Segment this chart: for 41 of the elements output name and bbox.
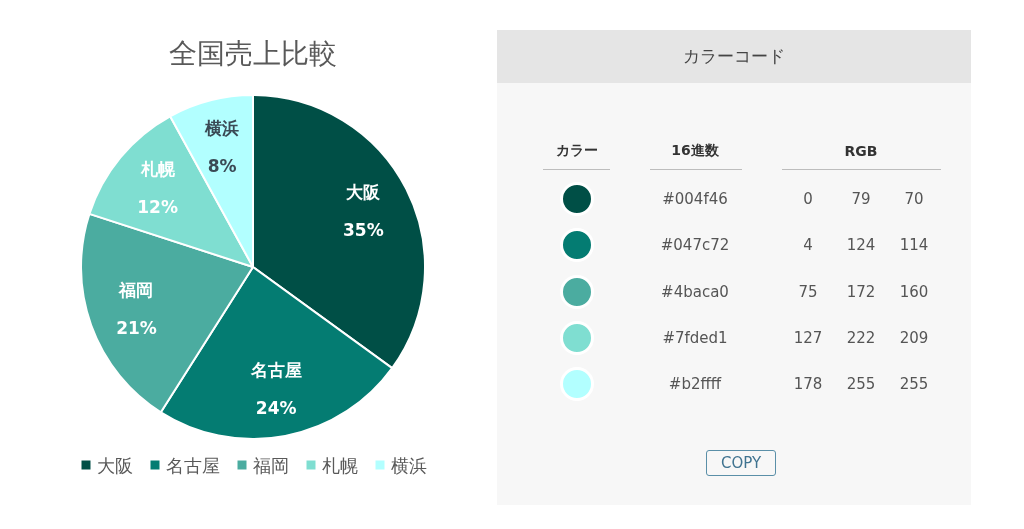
slice-label: 横浜 xyxy=(204,118,240,139)
slice-label: 福岡 xyxy=(118,279,154,300)
text: 16進数 xyxy=(671,142,719,160)
text: 127 xyxy=(793,328,823,347)
legend-label: 大阪 xyxy=(96,454,133,476)
text: 75 xyxy=(798,282,818,301)
category-label: #7fded1 xyxy=(662,328,728,347)
text: 0 xyxy=(803,190,813,208)
text: カラーコード xyxy=(497,30,971,83)
slice-label: 札幌 xyxy=(139,159,176,180)
text: 255 xyxy=(899,375,929,394)
data-label: 24% xyxy=(255,397,297,418)
chart-title: 全国売上比較 xyxy=(169,36,337,70)
category-label: #b2ffff xyxy=(668,375,722,394)
copy-button[interactable]: COPY xyxy=(706,450,776,476)
category-label: #4baca0 xyxy=(661,282,729,301)
text: 222 xyxy=(846,328,876,347)
category-label: #047c72 xyxy=(660,236,730,255)
text: カラー xyxy=(556,142,598,160)
data-label: 21% xyxy=(116,317,157,338)
text: RGB xyxy=(844,143,878,159)
data-label: 8% xyxy=(207,156,237,177)
slice-label: 名古屋 xyxy=(249,359,302,380)
category-label: #004f46 xyxy=(662,190,728,208)
text: 178 xyxy=(793,375,823,394)
legend-label: 福岡 xyxy=(252,454,289,476)
text: 70 xyxy=(904,190,924,208)
legend-label: 横浜 xyxy=(390,454,427,476)
data-label: 12% xyxy=(137,197,178,218)
text: 209 xyxy=(899,328,929,347)
legend-label: 名古屋 xyxy=(165,454,220,476)
slice-label: 大阪 xyxy=(346,181,382,202)
text: 124 xyxy=(846,236,876,255)
text: 114 xyxy=(899,236,929,255)
text: 172 xyxy=(846,282,876,301)
text: 160 xyxy=(899,282,929,301)
legend-label: 札幌 xyxy=(321,454,358,476)
text: 4 xyxy=(803,236,813,255)
text: 255 xyxy=(846,375,876,394)
text: 79 xyxy=(851,190,871,208)
data-label: 35% xyxy=(342,219,384,240)
